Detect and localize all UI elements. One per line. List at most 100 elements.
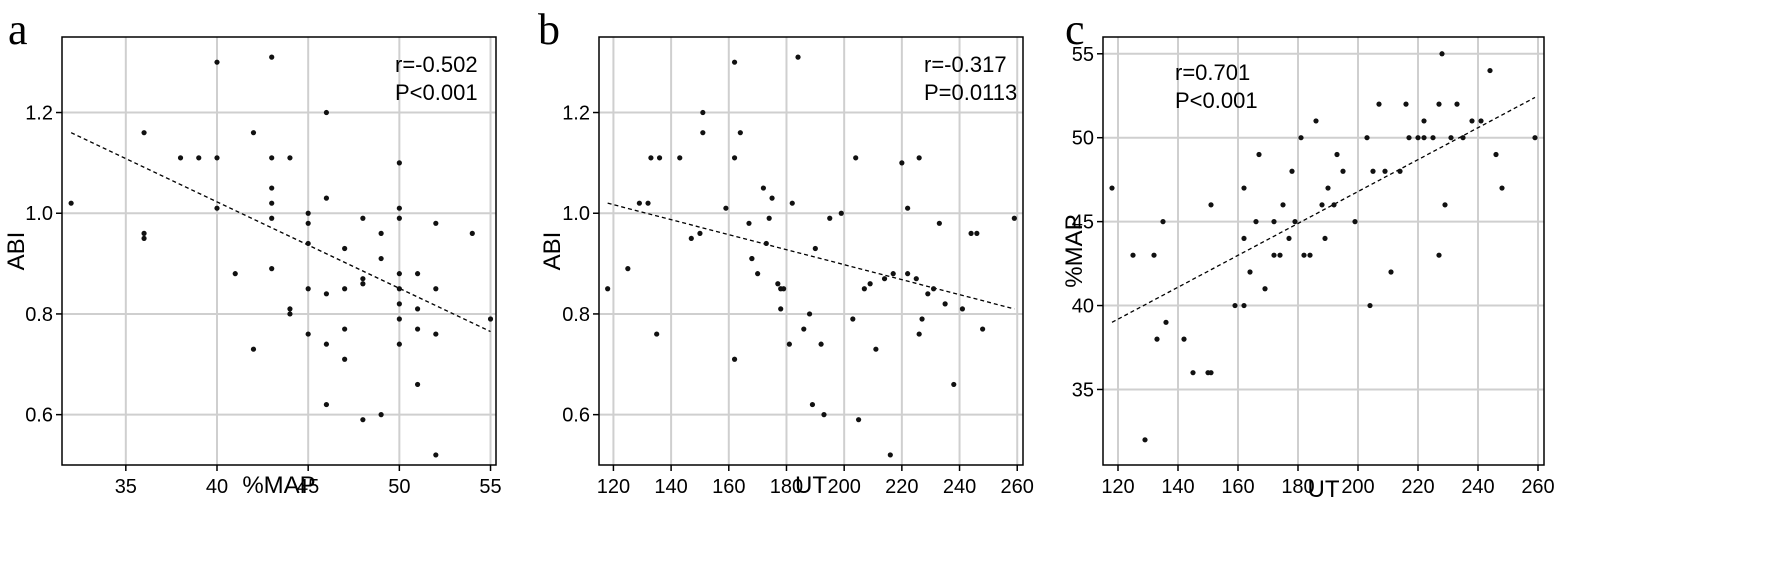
data-point [214,205,220,211]
data-point [396,205,402,211]
data-point [636,200,642,206]
data-point [968,230,974,236]
data-point [287,155,293,161]
data-point [1247,269,1253,275]
data-point [269,200,275,206]
y-tick-label: 0.8 [562,304,590,326]
data-point [414,271,421,277]
data-point [755,271,761,277]
data-point [1376,101,1382,107]
data-point [1280,202,1286,208]
data-point [396,301,402,307]
data-point [1340,168,1346,174]
data-point [378,255,384,262]
data-point [1151,252,1157,258]
x-tick-label: 220 [1401,476,1434,498]
scatter-panel-b: 120 140 160 180 200 220 240 260 0.6 0.8 1.0 1.2 UT AB… [539,36,1034,499]
x-tick-label: 200 [827,476,860,498]
data-point [1532,135,1538,141]
data-point [731,155,738,161]
p-value-label: P=0.0113 [924,80,1017,105]
data-point [1499,185,1505,191]
data-point [1454,101,1460,107]
data-point [645,200,651,206]
data-point [1397,168,1403,174]
data-point [414,381,421,388]
data-point [731,59,738,65]
scatter-panel-a: 35 40 45 50 55 0.6 0.8 1.0 1.2 %MAP ABI r=-0.502 P<0… [3,36,502,499]
data-point [818,341,824,347]
data-point [68,200,74,206]
data-point [1364,135,1370,141]
data-point [305,220,311,226]
data-point [838,210,844,216]
y-axis-title: ABI [3,232,30,271]
x-tick-label: 40 [206,476,228,498]
data-point [737,130,743,136]
panel-letter-c: c [1065,5,1085,54]
x-tick-label: 180 [770,476,803,498]
data-point [1421,135,1427,141]
data-point [305,331,311,337]
data-point [723,205,729,211]
data-point [469,230,475,236]
data-point [919,316,925,322]
data-point [360,276,366,282]
data-point [396,316,402,322]
data-point [1154,336,1160,342]
data-point [648,155,654,161]
data-point [1415,135,1421,141]
data-point [287,311,293,317]
data-point [1313,118,1319,124]
data-point [760,185,767,191]
data-point [850,316,856,322]
data-point [1331,202,1337,208]
data-point [360,281,366,287]
data-point [360,417,366,423]
panel-letter-b: b [538,5,560,54]
data-point [1241,235,1247,242]
x-tick-label: 180 [1281,476,1314,498]
data-point [1370,168,1376,174]
data-point [342,326,348,332]
y-tick-label: 55 [1072,44,1094,66]
data-point [925,291,931,297]
data-point [1469,118,1475,124]
correlation-r-label: r=-0.317 [924,52,1007,77]
correlation-r-label: r=0.701 [1175,60,1250,85]
trend-line [607,202,1015,310]
data-point [780,286,787,292]
data-point [1322,235,1328,242]
data-point [396,215,402,221]
x-tick-label: 120 [597,476,630,498]
data-point [688,235,694,242]
data-point [916,155,922,161]
x-tick-label: 240 [943,476,976,498]
plot-frame [61,36,497,466]
data-point [809,401,816,408]
data-point [700,109,706,116]
data-point [1142,437,1148,443]
data-point [942,301,948,307]
data-point [980,326,986,332]
data-point [141,130,147,136]
data-point [1181,336,1187,342]
x-tick-label: 120 [1101,476,1134,498]
data-point [1430,135,1436,141]
data-point [1421,118,1427,124]
data-point [1460,135,1466,141]
y-tick-label: 45 [1072,212,1094,234]
panel-letter-a: a [8,5,28,54]
data-point [789,200,795,206]
scatter-panel-c: 120 140 160 180 200 220 240 260 35 40 45 50 55 UT %MAP… [1061,36,1555,503]
y-tick-label: 50 [1072,128,1094,150]
data-point [1436,101,1442,107]
data-point [323,341,330,347]
data-point [1271,252,1277,258]
y-axis-title: %MAP [1061,214,1088,287]
x-tick-label: 260 [1001,476,1034,498]
data-point [305,240,311,247]
data-point [1439,51,1445,57]
data-point [1208,370,1214,376]
data-point [196,155,202,161]
